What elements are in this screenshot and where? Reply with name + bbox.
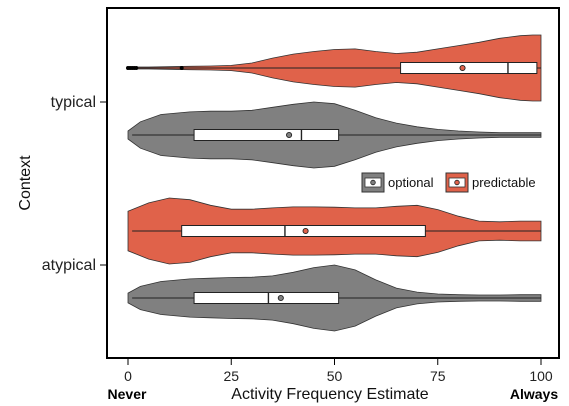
outlier-typical-predictable-5 bbox=[179, 66, 184, 70]
outlier-typical-predictable-4 bbox=[134, 66, 139, 70]
legend-label-predictable: predictable bbox=[472, 175, 536, 190]
violin-layer bbox=[126, 34, 542, 332]
y-tick-label-atypical: atypical bbox=[42, 257, 96, 274]
violin-atypical-predictable bbox=[127, 197, 542, 265]
legend-entry-optional: optional bbox=[361, 172, 434, 193]
x-axis: 0 25 50 75 100 bbox=[124, 358, 553, 384]
box-typical-predictable bbox=[400, 62, 538, 74]
legend: optional predictable bbox=[361, 172, 536, 193]
box-atypical-optional bbox=[193, 292, 340, 304]
mean-typical-optional bbox=[286, 131, 293, 139]
legend-swatch-optional-mean bbox=[370, 179, 376, 186]
mean-typical-predictable bbox=[459, 64, 466, 72]
x-axis-title: Activity Frequency Estimate bbox=[231, 386, 429, 403]
violin-typical-predictable bbox=[126, 34, 542, 102]
mean-atypical-predictable bbox=[302, 227, 309, 235]
mean-atypical-optional bbox=[277, 294, 284, 302]
x-tick-label-0: 0 bbox=[124, 368, 132, 384]
x-end-label-always: Always bbox=[510, 386, 558, 402]
box-typical-optional bbox=[193, 129, 340, 141]
x-tick-label-25: 25 bbox=[223, 368, 239, 384]
y-tick-label-typical: typical bbox=[51, 94, 96, 111]
x-tick-label-100: 100 bbox=[529, 368, 553, 384]
legend-label-optional: optional bbox=[388, 175, 434, 190]
y-axis: typical atypical bbox=[42, 94, 107, 274]
x-tick-label-75: 75 bbox=[430, 368, 446, 384]
x-end-label-never: Never bbox=[108, 386, 147, 402]
legend-entry-predictable: predictable bbox=[445, 172, 536, 193]
legend-swatch-predictable-mean bbox=[454, 179, 460, 186]
x-tick-label-50: 50 bbox=[327, 368, 343, 384]
violin-atypical-optional bbox=[127, 264, 542, 332]
y-axis-title: Context bbox=[17, 155, 34, 211]
violin-typical-optional bbox=[127, 101, 542, 169]
